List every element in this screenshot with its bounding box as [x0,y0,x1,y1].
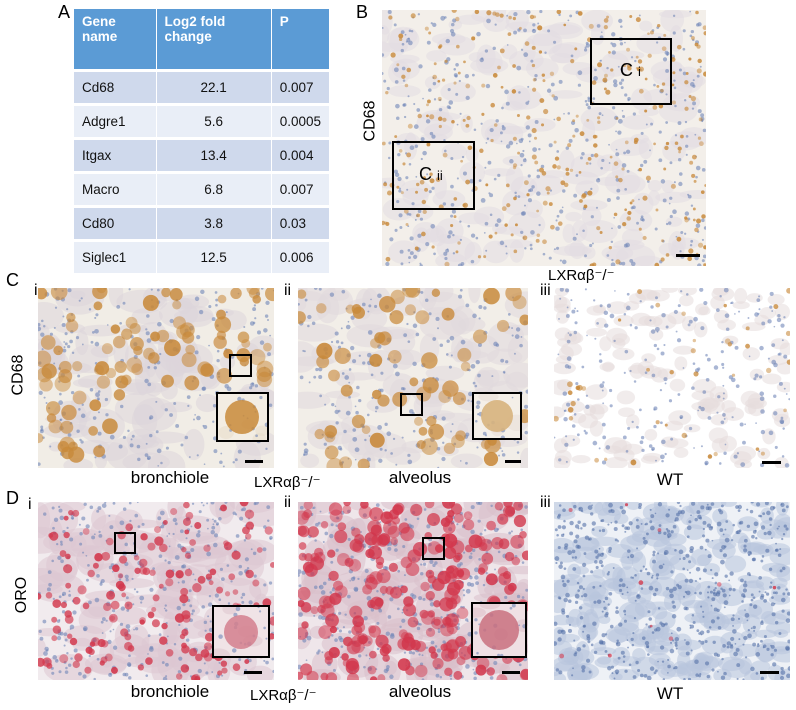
gene-cell: Cd80 [74,208,157,239]
box-c-i [590,38,672,105]
p-value-cell: 0.0005 [271,106,330,137]
table-row: Cd68 22.1 0.007 [74,72,330,103]
scale-bar-c-i [245,460,263,463]
caption-d-iii: WT [656,684,684,703]
oro-label-d: ORO [13,576,31,614]
panel-letter-c: C [6,270,19,290]
header-gene-name: Gene name [74,9,157,69]
caption-c-ii: alveolus [388,468,452,487]
gene-cell: Siglec1 [74,242,157,273]
genotype-label-c: LXRαβ⁻/⁻ [254,474,321,491]
fold-change-cell: 12.5 [156,242,272,273]
caption-d-ii: alveolus [388,682,452,701]
gene-table: Gene name Log2 fold change P Cd68 22.1 0.0… [74,6,330,276]
scale-bar-c-ii [505,460,521,463]
box-c-ii-zoom [400,393,423,416]
roman-c-i: i [34,282,38,299]
box-c-i-zoom [229,354,252,377]
scale-bar-d-iii [760,671,779,674]
scale-bar-b [676,254,700,257]
genotype-label-b: LXRαβ⁻/⁻ [548,267,615,284]
gene-cell: Itgax [74,140,157,171]
fold-change-cell: 5.6 [156,106,272,137]
table-row: Cd80 3.8 0.03 [74,208,330,239]
inset-c-ii [472,392,522,440]
gene-table-header: Gene name Log2 fold change P [74,9,330,69]
roman-d-ii: ii [284,494,292,511]
scale-bar-c-iii [762,461,781,464]
table-row: Itgax 13.4 0.004 [74,140,330,171]
caption-d-i: bronchiole [130,682,210,701]
scale-bar-d-ii [502,671,520,674]
cd68-label-c: CD68 [9,354,27,396]
gene-cell: Cd68 [74,72,157,103]
cd68-label-b: CD68 [361,100,379,142]
box-c-ii [392,141,475,210]
panel-letter-a: A [58,2,71,22]
p-value-cell: 0.007 [271,174,330,205]
table-row: Adgre1 5.6 0.0005 [74,106,330,137]
fold-change-cell: 22.1 [156,72,272,103]
roman-d-iii: iii [540,494,551,511]
panel-c-iii-image [554,288,790,468]
box-d-ii-zoom [422,537,445,560]
roman-d-i: i [28,496,32,513]
fold-change-cell: 6.8 [156,174,272,205]
scale-bar-d-i [244,671,262,674]
genotype-label-d: LXRαβ⁻/⁻ [250,687,317,704]
table-row: Macro 6.8 0.007 [74,174,330,205]
inset-d-ii [471,602,527,658]
box-d-i-zoom [114,532,136,554]
roman-c-ii: ii [284,282,292,299]
box-c-i-label: C i [620,60,641,80]
gene-cell: Macro [74,174,157,205]
inset-c-i [216,392,269,442]
fold-change-cell: 13.4 [156,140,272,171]
box-c-ii-label: C ii [419,164,443,184]
p-value-cell: 0.03 [271,208,330,239]
panel-letter-d: D [6,488,19,508]
p-value-cell: 0.007 [271,72,330,103]
header-log2-fold-change: Log2 fold change [156,9,272,69]
caption-c-iii: WT [656,470,684,489]
caption-c-i: bronchiole [130,468,210,487]
panel-d-iii-image [554,502,790,680]
p-value-cell: 0.006 [271,242,330,273]
gene-cell: Adgre1 [74,106,157,137]
header-p-value: P [271,9,330,69]
p-value-cell: 0.004 [271,140,330,171]
panel-b-image [382,10,706,266]
fold-change-cell: 3.8 [156,208,272,239]
panel-c-ii-image [298,288,528,468]
table-row: Siglec1 12.5 0.006 [74,242,330,273]
panel-letter-b: B [356,2,369,22]
roman-c-iii: iii [540,282,551,299]
inset-d-i [212,605,270,658]
